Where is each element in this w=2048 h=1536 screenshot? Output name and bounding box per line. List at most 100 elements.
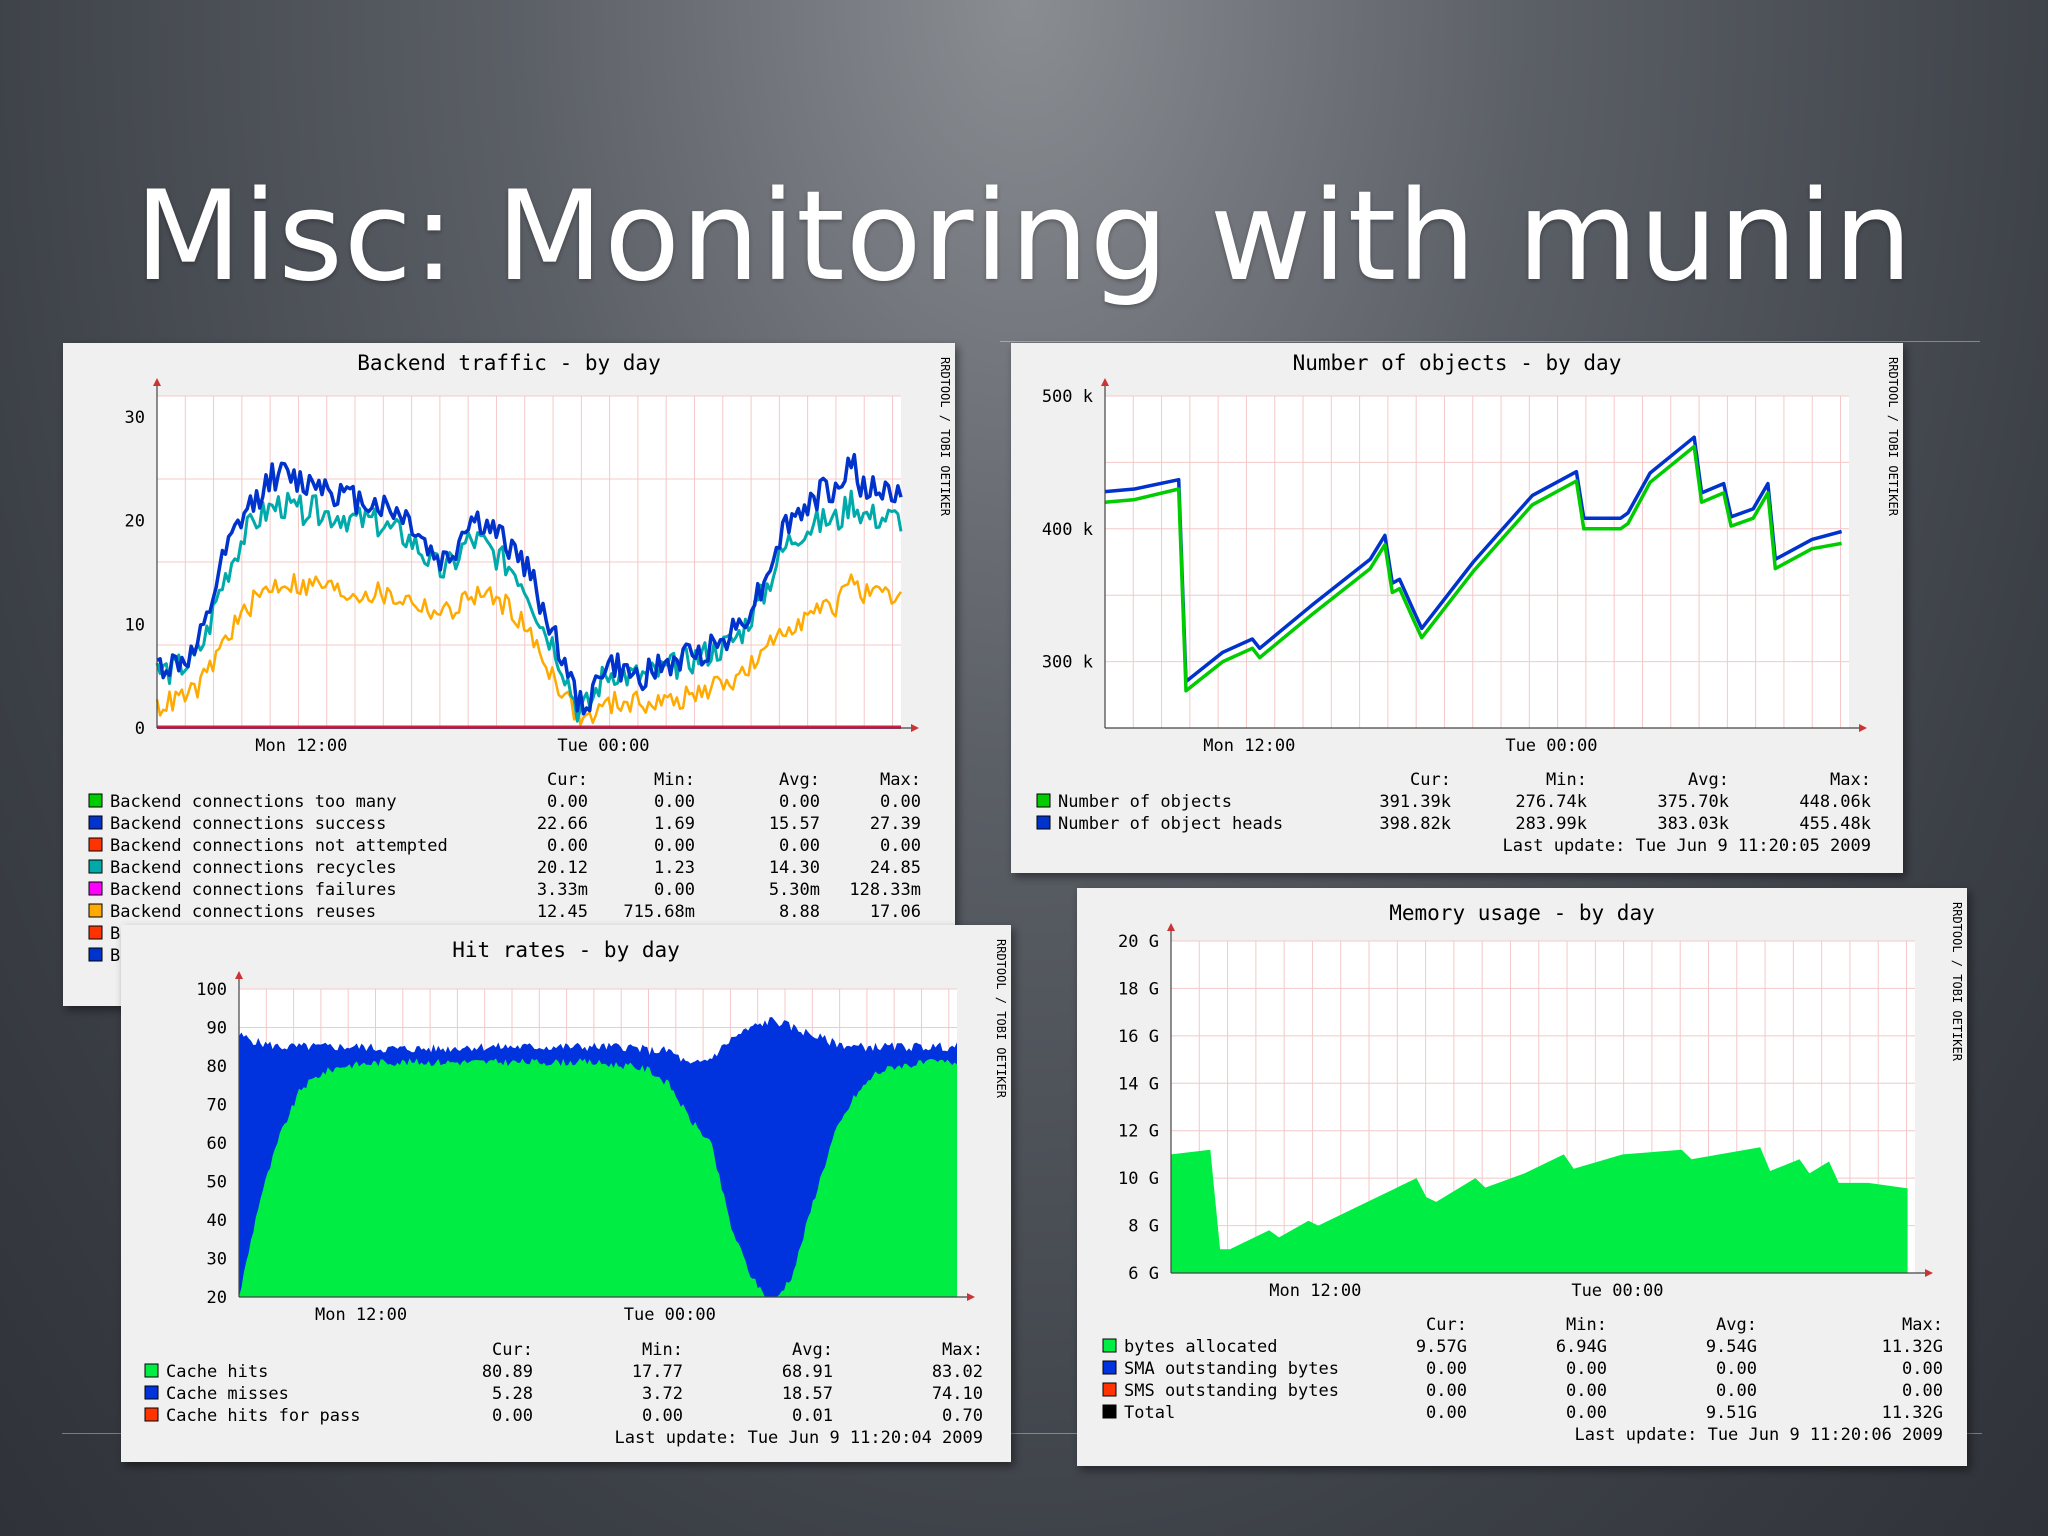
legend-header: Min: xyxy=(642,1340,683,1360)
legend-value: 24.85 xyxy=(870,858,921,878)
x-tick-label: Mon 12:00 xyxy=(1269,1281,1361,1301)
y-tick-label: 20 xyxy=(125,512,145,532)
y-tick-label: 300 k xyxy=(1042,653,1093,673)
y-tick-label: 40 xyxy=(207,1211,227,1231)
legend-value: 12.45 xyxy=(537,902,588,922)
legend-swatch xyxy=(88,815,103,830)
legend-label: SMA outstanding bytes xyxy=(1124,1359,1339,1379)
y-axis-arrow xyxy=(235,971,243,979)
y-tick-label: 20 xyxy=(207,1288,227,1308)
legend-value: 391.39k xyxy=(1379,792,1451,812)
legend-value: 715.68m xyxy=(623,902,695,922)
legend-swatch xyxy=(88,837,103,852)
legend-swatch xyxy=(1102,1382,1117,1397)
y-tick-label: 8 G xyxy=(1128,1217,1159,1237)
y-axis-arrow xyxy=(153,378,161,386)
series-line-0 xyxy=(1104,444,1842,693)
legend-value: 0.00 xyxy=(1716,1381,1757,1401)
y-tick-label: 400 k xyxy=(1042,520,1093,540)
x-tick-label: Mon 12:00 xyxy=(255,736,347,756)
bottom-rule xyxy=(62,1433,1982,1434)
legend-value: 383.03k xyxy=(1657,814,1729,834)
legend-value: 20.12 xyxy=(537,858,588,878)
legend-value: 0.00 xyxy=(1566,1359,1607,1379)
legend-header: Min: xyxy=(654,770,695,790)
legend-value: 375.70k xyxy=(1657,792,1729,812)
legend-swatch xyxy=(1102,1404,1117,1419)
last-update: Last update: Tue Jun 9 11:20:06 2009 xyxy=(1575,1425,1943,1445)
series-line-5 xyxy=(155,572,903,726)
legend-label: Cache misses xyxy=(166,1384,289,1404)
legend-value: 1.23 xyxy=(654,858,695,878)
legend-value: 9.54G xyxy=(1706,1337,1757,1357)
legend-header: Avg: xyxy=(1716,1315,1757,1335)
legend-label: Backend connections not attempted xyxy=(110,836,448,856)
series-line-1 xyxy=(156,452,903,716)
series-line-1 xyxy=(1104,435,1843,684)
hitrates-panel: Hit rates - by day RRDTOOL / TOBI OETIKER… xyxy=(121,925,1011,1462)
legend-value: 3.72 xyxy=(642,1384,683,1404)
memory-chart: Memory usage - by day RRDTOOL / TOBI OETI… xyxy=(1102,901,1964,1445)
legend-header: Cur: xyxy=(492,1340,533,1360)
legend-swatch xyxy=(144,1385,159,1400)
legend-swatch xyxy=(88,881,103,896)
legend-label: Backend connections too many xyxy=(110,792,397,812)
series-area-0 xyxy=(239,1058,957,1297)
watermark: RRDTOOL / TOBI OETIKER xyxy=(938,357,952,517)
legend-swatch xyxy=(144,1407,159,1422)
legend-value: 0.00 xyxy=(654,880,695,900)
legend-header: Max: xyxy=(1830,770,1871,790)
legend-value: 74.10 xyxy=(932,1384,983,1404)
legend-value: 0.00 xyxy=(880,836,921,856)
legend-value: 9.57G xyxy=(1416,1337,1467,1357)
legend-value: 22.66 xyxy=(537,814,588,834)
legend-value: 0.00 xyxy=(492,1406,533,1426)
legend-value: 11.32G xyxy=(1882,1403,1943,1423)
legend-value: 17.77 xyxy=(632,1362,683,1382)
legend-label: Cache hits for pass xyxy=(166,1406,360,1426)
legend-value: 5.28 xyxy=(492,1384,533,1404)
watermark: RRDTOOL / TOBI OETIKER xyxy=(994,939,1008,1099)
last-update: Last update: Tue Jun 9 11:20:04 2009 xyxy=(615,1428,983,1448)
x-tick-label: Tue 00:00 xyxy=(1571,1281,1663,1301)
legend-value: 0.00 xyxy=(642,1406,683,1426)
y-tick-label: 20 G xyxy=(1118,932,1159,952)
y-tick-label: 100 xyxy=(196,980,227,1000)
legend-label: Number of object heads xyxy=(1058,814,1283,834)
watermark: RRDTOOL / TOBI OETIKER xyxy=(1950,902,1964,1062)
legend-value: 0.01 xyxy=(792,1406,833,1426)
y-axis-arrow xyxy=(1167,923,1175,931)
y-tick-label: 60 xyxy=(207,1134,227,1154)
legend-value: 0.00 xyxy=(1566,1403,1607,1423)
x-axis-arrow xyxy=(1925,1269,1933,1277)
x-axis-arrow xyxy=(1859,724,1867,732)
memory-panel: Memory usage - by day RRDTOOL / TOBI OETI… xyxy=(1077,888,1967,1466)
legend-header: Cur: xyxy=(547,770,588,790)
x-tick-label: Tue 00:00 xyxy=(1505,736,1597,756)
legend-value: 0.00 xyxy=(654,792,695,812)
legend-label: Backend connections failures xyxy=(110,880,397,900)
legend-value: 17.06 xyxy=(870,902,921,922)
legend-label: Cache hits xyxy=(166,1362,268,1382)
legend-swatch xyxy=(88,903,103,918)
legend-swatch xyxy=(1102,1338,1117,1353)
backend-traffic-panel: Backend traffic - by day RRDTOOL / TOBI O… xyxy=(63,343,955,1006)
legend-value: 0.00 xyxy=(779,792,820,812)
legend-label: Total xyxy=(1124,1403,1175,1423)
legend-value: 0.00 xyxy=(547,792,588,812)
y-tick-label: 30 xyxy=(125,408,145,428)
legend-swatch xyxy=(88,859,103,874)
y-tick-label: 18 G xyxy=(1118,979,1159,999)
legend-value: 0.00 xyxy=(1902,1359,1943,1379)
legend-swatch xyxy=(1102,1360,1117,1375)
legend-value: 27.39 xyxy=(870,814,921,834)
chart-title-hitrates: Hit rates - by day xyxy=(452,938,680,962)
legend-value: 0.70 xyxy=(942,1406,983,1426)
legend-value: 18.57 xyxy=(782,1384,833,1404)
y-tick-label: 0 xyxy=(135,719,145,739)
legend-swatch xyxy=(88,947,103,962)
backend-traffic-chart: Backend traffic - by day RRDTOOL / TOBI O… xyxy=(88,351,952,966)
legend-value: 0.00 xyxy=(1426,1359,1467,1379)
legend-value: 9.51G xyxy=(1706,1403,1757,1423)
y-tick-label: 6 G xyxy=(1128,1264,1159,1284)
